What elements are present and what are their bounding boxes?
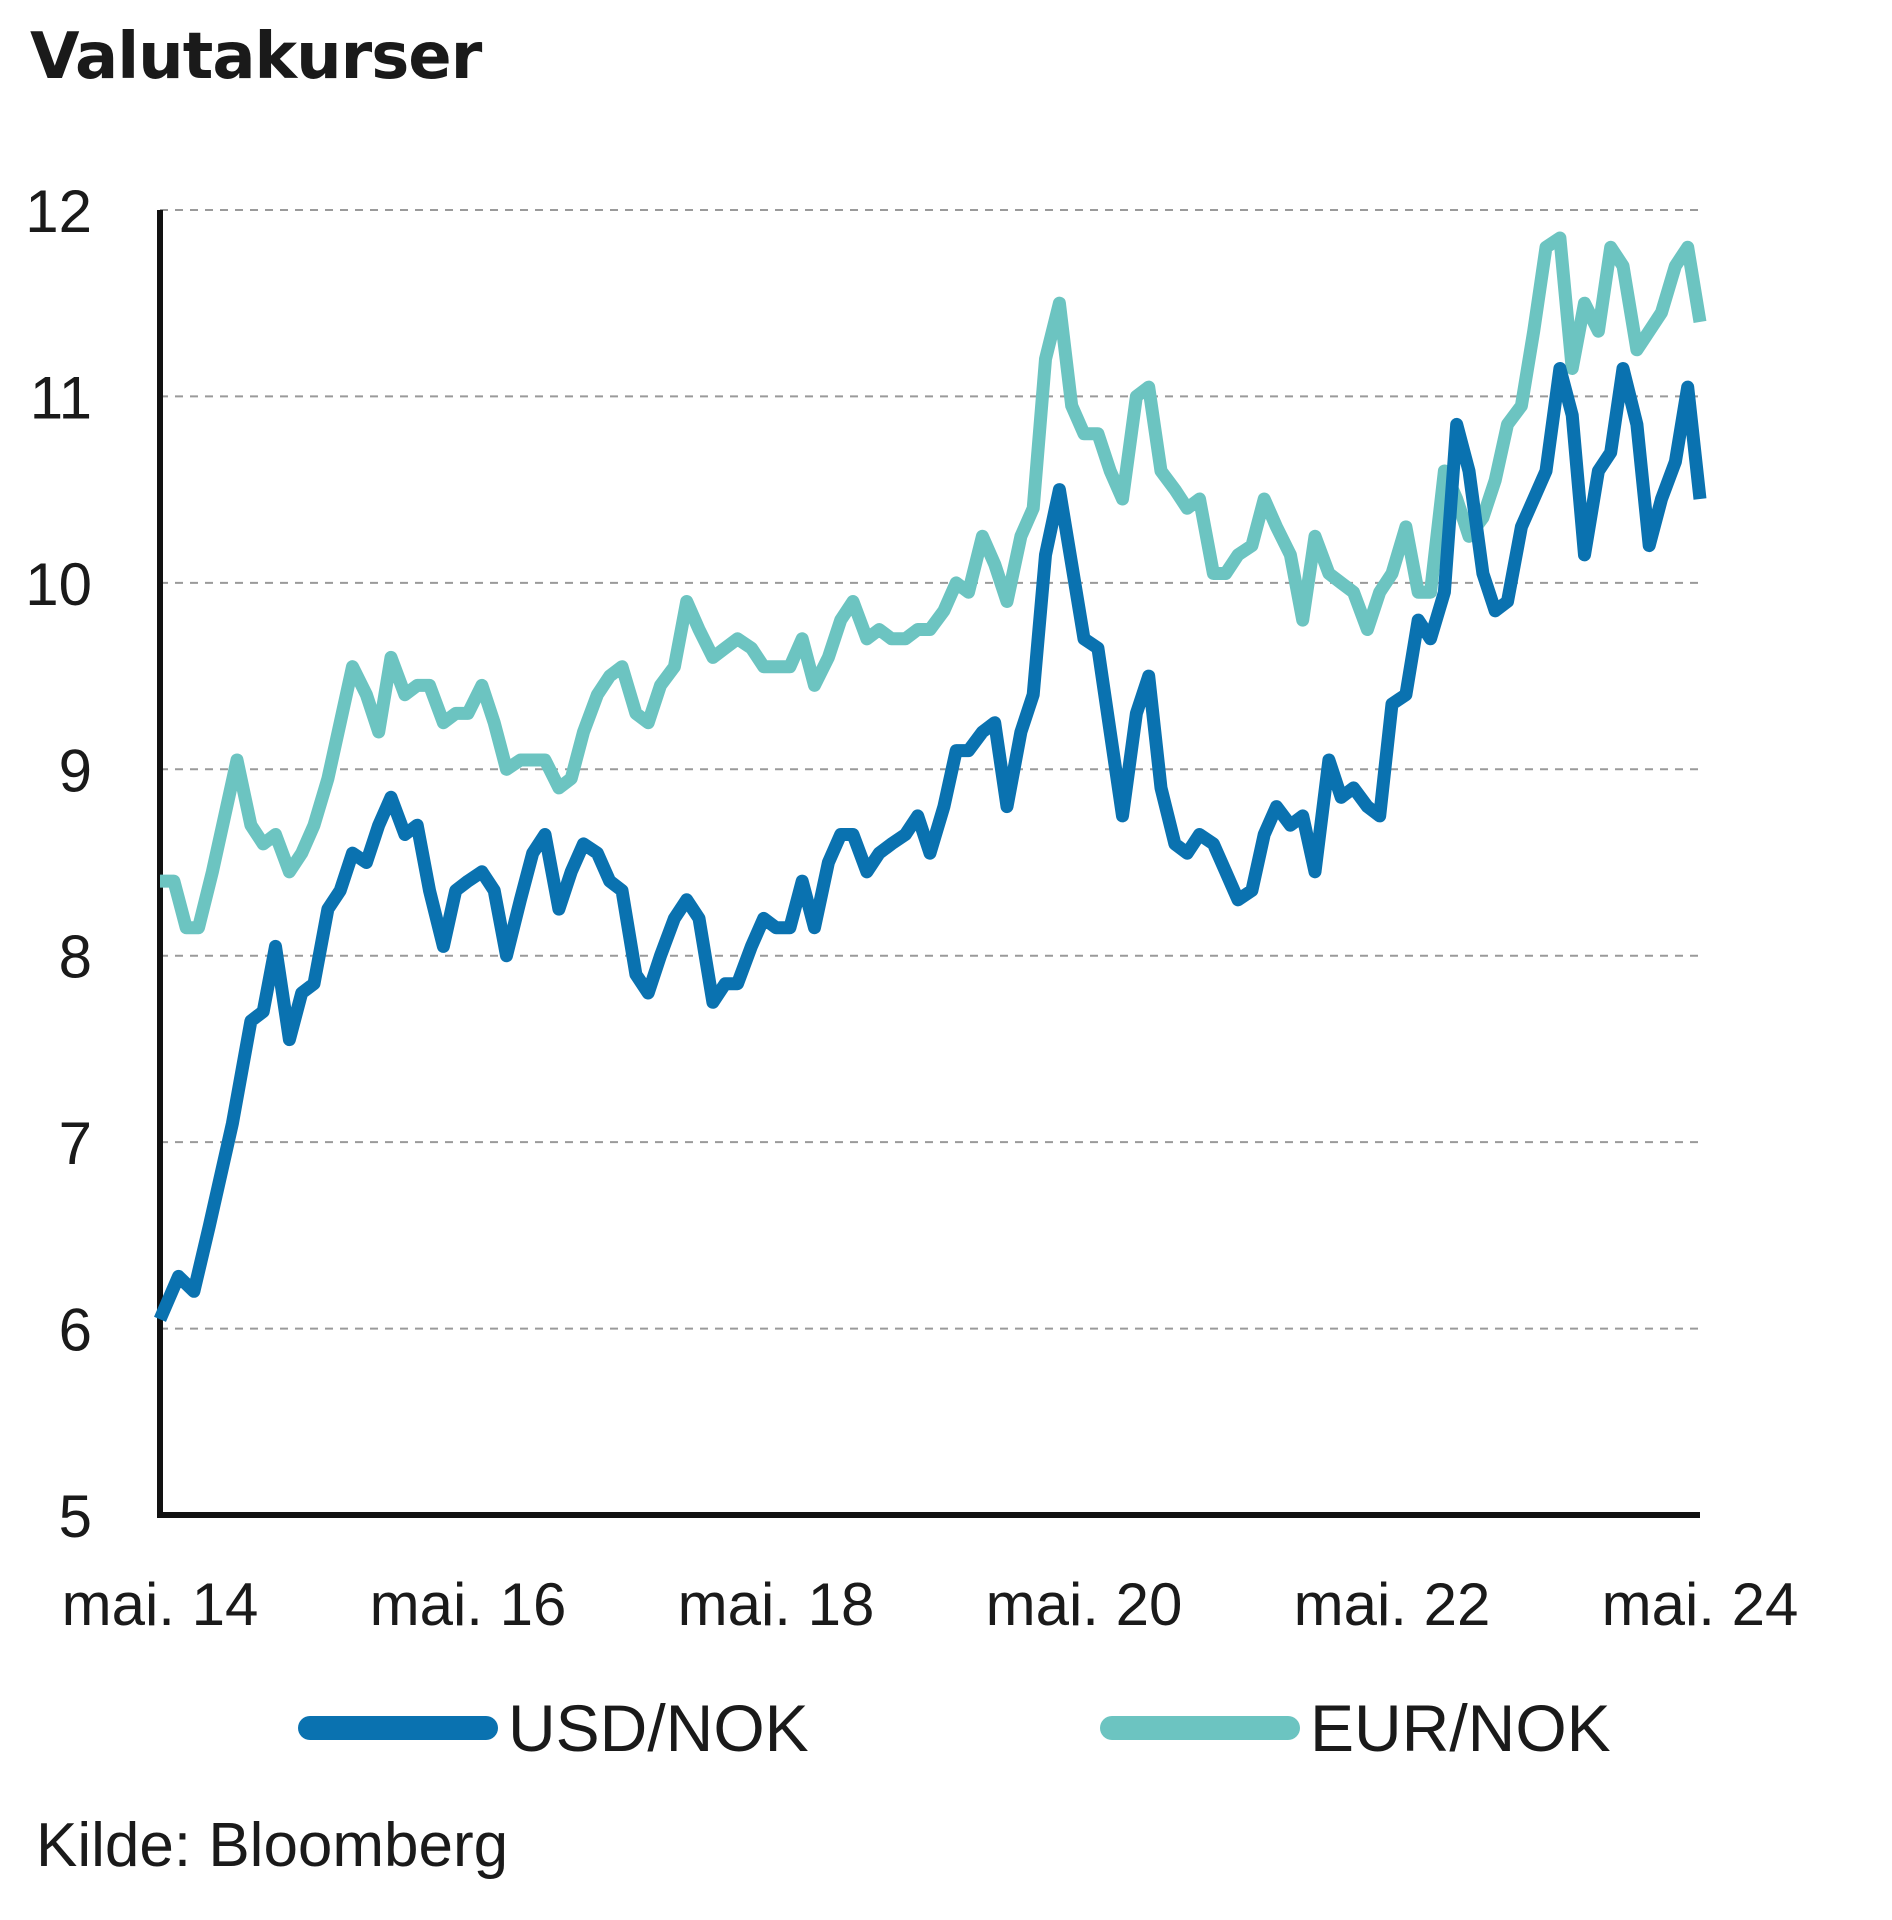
y-tick-label-5: 5	[59, 1483, 92, 1550]
legend-swatch-eur-nok	[1100, 1716, 1300, 1740]
y-tick-label-6: 6	[59, 1297, 92, 1364]
axes	[157, 210, 1700, 1518]
y-tick-label-8: 8	[59, 924, 92, 991]
x-tick-label-2: mai. 18	[678, 1571, 875, 1638]
legend-swatch-usd-nok	[298, 1716, 498, 1740]
series-lines	[154, 231, 1707, 1322]
legend: USD/NOK EUR/NOK	[0, 1690, 1892, 1770]
legend-item-eur-nok: EUR/NOK	[1100, 1690, 1611, 1766]
source-note: Kilde: Bloomberg	[36, 1811, 509, 1880]
y-tick-label-7: 7	[59, 1110, 92, 1177]
x-tick-label-5: mai. 24	[1602, 1571, 1799, 1638]
y-tick-label-12: 12	[25, 178, 92, 245]
y-tick-label-9: 9	[59, 737, 92, 804]
y-tick-label-11: 11	[30, 364, 92, 431]
x-tick-label-4: mai. 22	[1294, 1571, 1491, 1638]
legend-item-usd-nok: USD/NOK	[298, 1690, 809, 1766]
series-line-eur-nok	[160, 231, 1707, 935]
x-tick-label-0: mai. 14	[62, 1571, 259, 1638]
legend-label-eur-nok: EUR/NOK	[1310, 1691, 1611, 1765]
x-tick-labels: mai. 14 mai. 16 mai. 18 mai. 20 mai. 22 mai. …	[62, 1571, 1799, 1638]
x-tick-label-1: mai. 16	[370, 1571, 567, 1638]
y-tick-label-10: 10	[25, 551, 92, 618]
chart-title: Valutakurser	[30, 20, 482, 94]
legend-label-usd-nok: USD/NOK	[508, 1691, 809, 1765]
x-tick-label-3: mai. 20	[986, 1571, 1183, 1638]
gridlines	[160, 209, 1700, 1330]
y-tick-labels: 5 6 7 8 9 10 11 12	[25, 178, 92, 1550]
series-line-usd-nok	[154, 362, 1707, 1322]
